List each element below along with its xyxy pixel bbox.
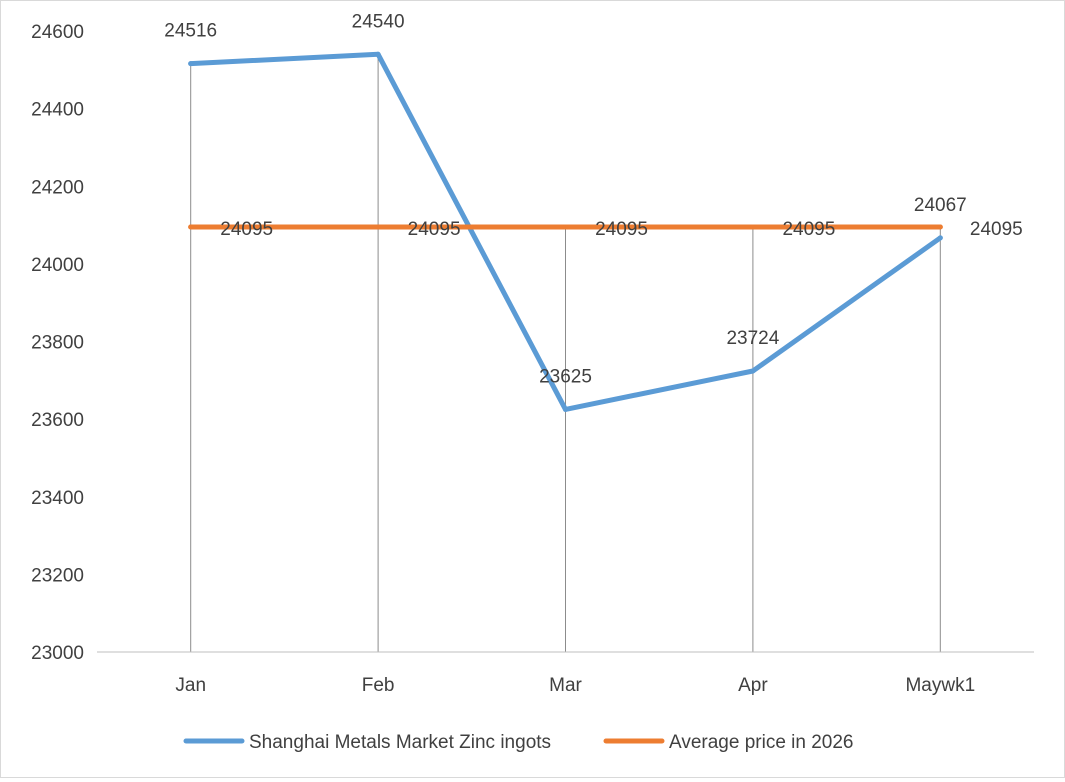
average-data-label: 24095 — [220, 219, 273, 240]
average-price-point — [563, 224, 568, 230]
legend: Shanghai Metals Market Zinc ingots Averag… — [183, 732, 854, 753]
x-tick-label: Mar — [549, 675, 582, 696]
legend-average-label: Average price in 2026 — [669, 732, 854, 753]
zinc-price-point — [375, 51, 381, 57]
drop-lines — [190, 54, 941, 652]
zinc-data-label: 24067 — [914, 195, 967, 216]
average-price-point — [188, 224, 194, 230]
zinc-data-label: 23724 — [726, 328, 779, 349]
y-tick-label: 23600 — [31, 410, 84, 431]
series-layer — [188, 51, 943, 412]
zinc-data-label: 24540 — [352, 11, 405, 32]
zinc-price-point — [563, 406, 568, 412]
y-tick-label: 23400 — [31, 488, 84, 509]
average-data-label: 24095 — [970, 219, 1023, 240]
average-price-point — [750, 224, 756, 230]
x-tick-label: Apr — [738, 675, 768, 696]
x-tick-label: Feb — [362, 675, 395, 696]
average-data-label: 24095 — [408, 219, 461, 240]
y-tick-label: 23800 — [31, 333, 84, 354]
average-price-point — [375, 224, 381, 230]
legend-zinc-label: Shanghai Metals Market Zinc ingots — [249, 732, 551, 753]
x-tick-label: Maywk1 — [905, 675, 975, 696]
y-tick-label: 24600 — [31, 22, 84, 43]
y-tick-label: 24400 — [31, 100, 84, 121]
average-price-point — [937, 224, 943, 230]
zinc-data-label: 24516 — [164, 21, 217, 42]
zinc-price-point — [188, 61, 194, 67]
zinc-price-point — [750, 368, 756, 374]
y-tick-label: 23000 — [31, 643, 84, 664]
axes: 23000 23200 23400 23600 23800 24000 24200 24400… — [31, 22, 1034, 696]
zinc-data-label: 23625 — [539, 366, 592, 387]
y-tick-label: 23200 — [31, 565, 84, 586]
y-tick-label: 24000 — [31, 255, 84, 276]
zinc-price-point — [937, 235, 943, 241]
y-tick-label: 24200 — [31, 177, 84, 198]
average-data-label: 24095 — [595, 219, 648, 240]
x-tick-label: Jan — [175, 675, 206, 696]
average-data-label: 24095 — [782, 219, 835, 240]
